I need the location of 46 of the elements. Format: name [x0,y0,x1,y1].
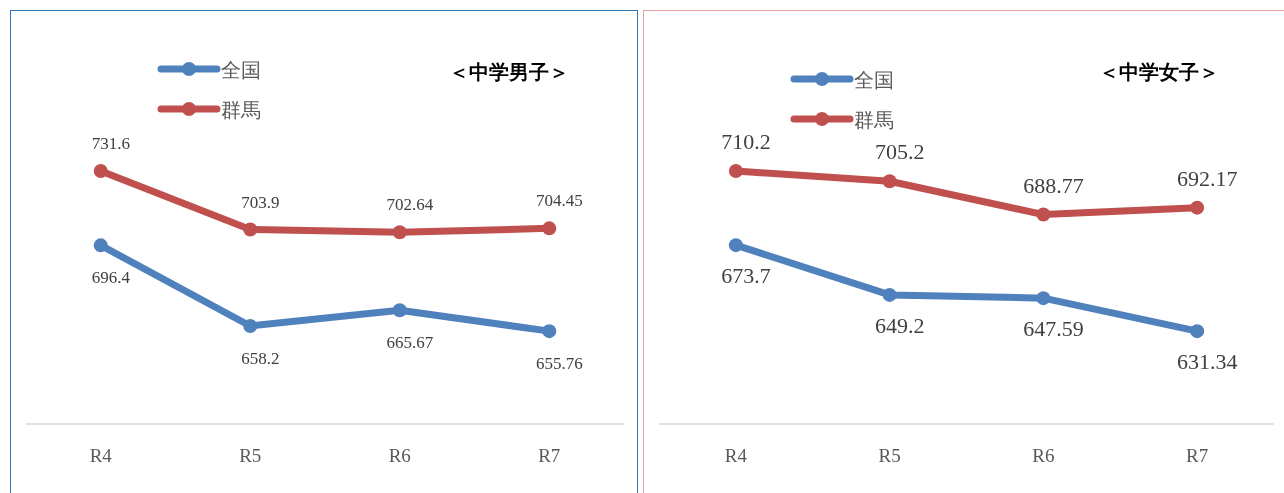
x-tick-label: R5 [239,445,262,466]
data-label: 665.67 [386,333,434,353]
point [243,222,258,237]
point [882,287,897,302]
data-label: 704.45 [535,191,583,211]
x-tick-label: R6 [388,445,411,466]
point [1036,291,1051,306]
legend-label: 群馬 [854,108,894,132]
point [542,221,557,236]
data-label: 692.17 [1176,165,1238,191]
point [882,174,897,189]
data-label: 649.2 [874,312,925,338]
point [728,238,743,253]
data-label: 702.64 [386,195,434,215]
chart-title: ＜中学男子＞ [449,60,569,84]
point [93,238,108,253]
x-tick-label: R7 [1186,445,1209,466]
data-label: 658.2 [241,349,280,368]
point [392,303,407,318]
legend-label: 全国 [854,68,894,92]
data-label: 688.77 [1023,172,1084,198]
point [728,164,743,179]
point [1190,324,1205,339]
x-tick-label: R4 [724,445,748,466]
legend-label: 群馬 [221,98,261,122]
data-label: 731.6 [91,134,130,154]
point [243,319,258,333]
point [1190,200,1205,215]
point [1036,207,1051,222]
chart-title: ＜中学女子＞ [1099,60,1219,84]
data-label: 710.2 [721,129,771,155]
point [542,324,557,339]
data-label: 703.9 [241,192,280,212]
data-label: 631.34 [1176,349,1238,375]
legend-label: 全国 [221,58,261,82]
data-label: 705.2 [874,139,925,165]
data-label: 696.4 [91,268,131,288]
x-tick-label: R6 [1032,445,1055,466]
data-label: 673.7 [721,263,771,289]
x-tick-label: R5 [878,445,901,466]
x-tick-label: R4 [89,445,113,466]
data-label: 647.59 [1023,316,1084,342]
point [392,225,407,240]
data-label: 655.76 [535,354,583,374]
point [93,164,108,179]
x-tick-label: R7 [538,445,561,466]
